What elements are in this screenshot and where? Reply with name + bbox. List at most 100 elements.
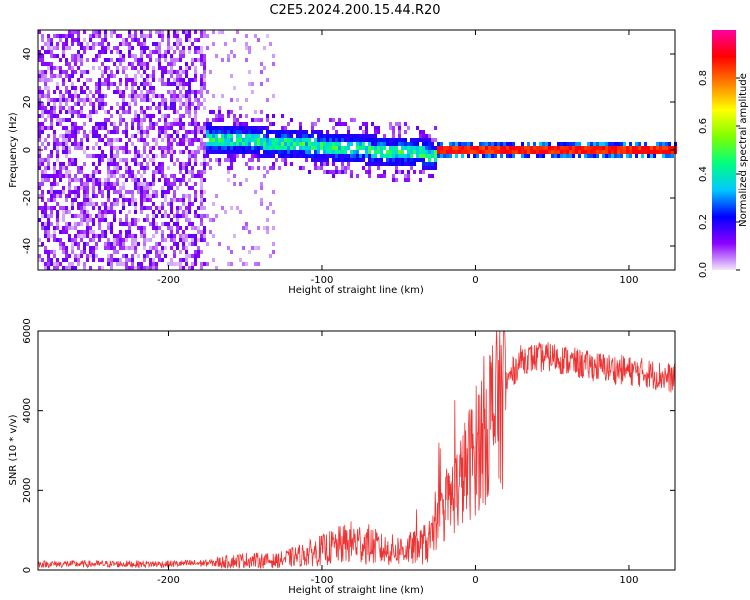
spectrogram-cell — [119, 166, 122, 170]
spectrogram-cell — [125, 126, 128, 130]
spectrogram-cell — [422, 134, 425, 138]
spectrogram-cell — [173, 242, 176, 246]
spectrogram-cell — [56, 150, 59, 154]
spectrogram-cell — [233, 122, 236, 126]
spectrogram-cell — [257, 142, 260, 146]
spectrogram-cell — [83, 202, 86, 206]
spectrogram-cell — [332, 134, 335, 138]
spectrogram-cell — [59, 190, 62, 194]
spectrogram-cell — [149, 82, 152, 86]
spectrogram-cell — [74, 146, 77, 150]
spectrogram-cell — [185, 82, 188, 86]
spectrogram-cell — [152, 158, 155, 162]
spectrogram-cell — [62, 266, 65, 270]
spectrogram-cell — [146, 54, 149, 58]
spectrogram-cell — [101, 190, 104, 194]
spectrogram-cell — [161, 246, 164, 250]
spectrogram-cell — [335, 122, 338, 126]
spectrogram-cell — [50, 78, 53, 82]
spectrogram-cell — [137, 58, 140, 62]
spectrogram-cell — [650, 146, 653, 150]
spectrogram-cell — [335, 170, 338, 174]
spectrogram-cell — [482, 146, 485, 150]
spectrogram-cell — [131, 174, 134, 178]
spectrogram-cell — [95, 34, 98, 38]
spectrogram-cell — [155, 170, 158, 174]
spectrogram-cell — [89, 174, 92, 178]
snr-y-label: SNR (10 * v/v) — [8, 414, 19, 485]
spectrogram-cell — [116, 178, 119, 182]
spectrogram-cell — [50, 154, 53, 158]
spectrogram-cell — [179, 78, 182, 82]
spectrogram-cell — [152, 190, 155, 194]
spectrogram-cell — [560, 142, 563, 146]
spectrogram-cell — [134, 154, 137, 158]
spectrogram-cell — [101, 106, 104, 110]
spectrogram-cell — [116, 146, 119, 150]
spectrogram-cell — [185, 262, 188, 266]
spectrogram-cell — [239, 210, 242, 214]
spectrogram-cell — [137, 86, 140, 90]
spectrogram-cell — [197, 230, 200, 234]
spectrogram-cell — [158, 50, 161, 54]
spectrogram-cell — [158, 242, 161, 246]
spectrogram-cell — [122, 130, 125, 134]
spectrogram-cell — [41, 74, 44, 78]
snr-y-tick-label: 6000 — [22, 318, 33, 343]
spectrogram-cell — [161, 70, 164, 74]
spectrogram-cell — [194, 210, 197, 214]
spectrogram-cell — [53, 138, 56, 142]
spectrogram-cell — [101, 258, 104, 262]
spectrogram-cell — [371, 138, 374, 142]
spectrogram-cell — [68, 186, 71, 190]
spectrogram-cell — [107, 58, 110, 62]
spectrogram-cell — [77, 170, 80, 174]
spectrogram-cell — [410, 154, 413, 158]
spectrogram-cell — [407, 126, 410, 130]
spectrogram-cell — [353, 158, 356, 162]
spectrogram-cell — [173, 62, 176, 66]
spectrogram-cell — [107, 226, 110, 230]
spectrogram-cell — [341, 138, 344, 142]
spectrogram-cell — [128, 222, 131, 226]
spectrogram-cell — [155, 262, 158, 266]
spectrogram-cell — [278, 154, 281, 158]
spectrogram-cell — [113, 190, 116, 194]
spectrogram-cell — [161, 54, 164, 58]
spectrogram-cell — [134, 198, 137, 202]
spectrogram-cell — [374, 154, 377, 158]
spectrogram-cell — [47, 238, 50, 242]
spectrogram-cell — [203, 134, 206, 138]
spectrogram-cell — [65, 42, 68, 46]
spectrogram-cell — [80, 254, 83, 258]
spectrogram-cell — [242, 138, 245, 142]
spectrogram-cell — [140, 202, 143, 206]
spectrogram-cell — [131, 62, 134, 66]
spectrogram-cell — [71, 70, 74, 74]
spectrogram-cell — [140, 58, 143, 62]
spectrogram-cell — [50, 194, 53, 198]
spectrogram-cell — [62, 258, 65, 262]
spectrogram-cell — [221, 206, 224, 210]
spectrogram-cell — [269, 146, 272, 150]
spectrogram-cell — [215, 54, 218, 58]
spectrogram-cell — [161, 170, 164, 174]
spectrogram-cell — [521, 142, 524, 146]
spectrogram-cell — [401, 150, 404, 154]
spectrogram-cell — [86, 42, 89, 46]
spectrogram-cell — [134, 206, 137, 210]
spectrogram-cell — [422, 154, 425, 158]
spectrogram-cell — [659, 146, 662, 150]
spectrogram-cell — [254, 126, 257, 130]
spectrogram-cell — [158, 46, 161, 50]
spectrogram-cell — [575, 150, 578, 154]
spectrogram-cell — [128, 78, 131, 82]
spectrogram-cell — [131, 142, 134, 146]
spectrogram-cell — [626, 146, 629, 150]
spectrogram-cell — [257, 38, 260, 42]
spectrogram-cell — [170, 230, 173, 234]
spectrogram-cell — [47, 38, 50, 42]
spectrogram-cell — [572, 150, 575, 154]
spectrogram-cell — [140, 138, 143, 142]
spectrogram-cell — [80, 234, 83, 238]
